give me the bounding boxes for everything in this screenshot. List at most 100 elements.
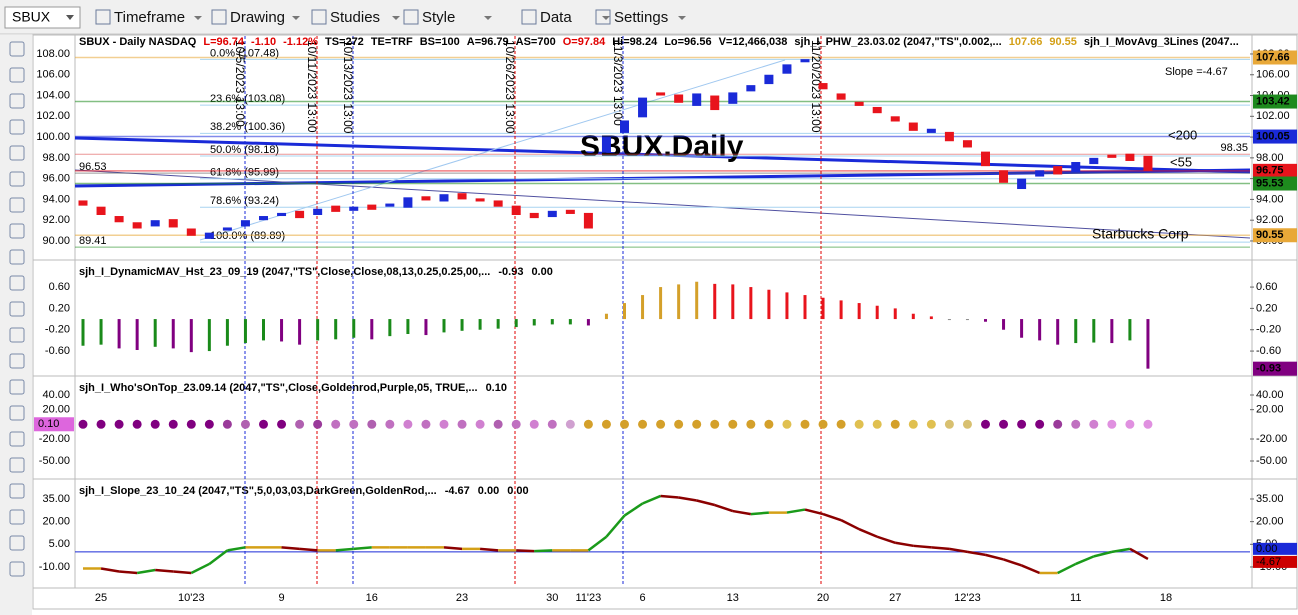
tool-icon[interactable] — [9, 379, 25, 395]
tool-icon[interactable] — [9, 535, 25, 551]
dot — [674, 419, 684, 429]
value-tag — [1253, 555, 1297, 568]
fib-label: 50.0% (98.18) — [210, 144, 279, 156]
level-tag-label: 103.42 — [1256, 95, 1290, 107]
panel-title: sjh_I_DynamicMAV_Hst_23_09_19 (2047,"TS"… — [79, 266, 490, 278]
tool-icon[interactable] — [9, 197, 25, 213]
dot — [114, 419, 124, 429]
dot — [331, 419, 341, 429]
menu[interactable]: Drawing — [230, 9, 285, 26]
menu-icon[interactable] — [403, 9, 419, 25]
slope-segment — [173, 570, 192, 575]
tool-icon[interactable] — [9, 119, 25, 135]
tool-icon[interactable] — [9, 275, 25, 291]
slope-segment — [931, 546, 950, 551]
candle — [764, 74, 774, 85]
menu[interactable]: Settings — [614, 9, 668, 26]
dot — [96, 419, 106, 429]
candle — [114, 216, 124, 223]
candle — [746, 85, 756, 92]
candle — [1017, 178, 1027, 190]
histogram-bar — [767, 289, 771, 320]
x-tick-label: 11 — [1070, 592, 1081, 604]
tool-icon[interactable] — [9, 171, 25, 187]
dot — [836, 419, 846, 429]
menu-icon[interactable] — [211, 9, 227, 25]
menu-arrow — [392, 16, 400, 20]
histogram-bar — [478, 319, 482, 330]
candle — [836, 93, 846, 100]
y-tick-label: 96.00 — [42, 173, 70, 185]
histogram-bar — [460, 319, 464, 331]
value-tag — [34, 417, 74, 432]
histogram-bar — [550, 319, 554, 325]
level-tag — [1253, 94, 1297, 109]
candle — [710, 95, 720, 111]
menu[interactable]: Timeframe — [114, 9, 185, 26]
tool-icon[interactable] — [9, 405, 25, 421]
tool-icon[interactable] — [9, 145, 25, 161]
histogram-bar — [316, 319, 320, 341]
menu-icon[interactable] — [595, 9, 611, 25]
y-tick-label: 100.00 — [36, 131, 70, 143]
slope-segment — [1057, 562, 1077, 575]
histogram-bar — [1092, 319, 1096, 343]
y-tick-label: -50.00 — [39, 455, 70, 467]
candle — [999, 170, 1009, 183]
tool-icon[interactable] — [9, 249, 25, 265]
symbol[interactable]: SBUX — [12, 9, 51, 25]
fib-anchor-line — [199, 59, 786, 241]
tool-icon[interactable] — [9, 327, 25, 343]
header-field: A=96.79 — [467, 36, 509, 48]
histogram-bar — [803, 295, 807, 320]
tool-icon[interactable] — [9, 223, 25, 239]
header-field: Lo=96.56 — [664, 36, 711, 48]
menu-icon[interactable] — [311, 9, 327, 25]
dot — [313, 419, 323, 429]
tool-icon[interactable] — [9, 561, 25, 577]
histogram-bar — [1038, 319, 1042, 341]
dot — [186, 419, 196, 429]
x-tick-label: 18 — [1160, 592, 1172, 604]
dot — [583, 419, 593, 429]
tool-icon[interactable] — [9, 457, 25, 473]
tool-icon[interactable] — [9, 67, 25, 83]
header-value: 0.00 — [478, 485, 499, 497]
tool-icon[interactable] — [9, 93, 25, 109]
histogram-bar — [623, 303, 626, 320]
candle — [854, 101, 864, 106]
symbol-box[interactable] — [4, 6, 81, 29]
menu-icon[interactable] — [521, 9, 537, 25]
level-tag-label: 107.66 — [1256, 51, 1290, 63]
panel-title: sjh_I_Slope_23_10_24 (2047,"TS",5,0,03,0… — [79, 485, 437, 497]
x-tick-label: 10'23 — [178, 592, 205, 604]
histogram-bar — [695, 281, 699, 320]
slope-segment — [642, 494, 662, 505]
candle — [565, 209, 575, 214]
y-tick-label: 108.00 — [36, 48, 70, 60]
candle — [1035, 170, 1045, 177]
histogram-bar — [641, 295, 645, 320]
slope-segment — [516, 549, 535, 553]
y-tick-label: 92.00 — [42, 214, 70, 226]
candle — [222, 227, 232, 231]
tool-icon[interactable] — [9, 431, 25, 447]
tool-icon[interactable] — [9, 301, 25, 317]
menu[interactable]: Studies — [330, 9, 380, 26]
histogram-bar — [280, 319, 284, 342]
menu-icon[interactable] — [95, 9, 111, 25]
tool-icon[interactable] — [9, 483, 25, 499]
header-field: TE=TRF — [371, 36, 413, 48]
y-tick-label: -0.20 — [45, 324, 70, 336]
slope-segment — [913, 544, 932, 549]
dot — [944, 419, 954, 429]
menu[interactable]: Style — [422, 9, 455, 26]
tool-icon[interactable] — [9, 509, 25, 525]
slope-segment — [227, 546, 246, 552]
tool-icon[interactable] — [9, 41, 25, 57]
dot — [565, 419, 575, 429]
tool-icon[interactable] — [9, 353, 25, 369]
menu[interactable]: Data — [540, 9, 572, 26]
dot — [403, 419, 413, 429]
dot — [782, 419, 792, 429]
